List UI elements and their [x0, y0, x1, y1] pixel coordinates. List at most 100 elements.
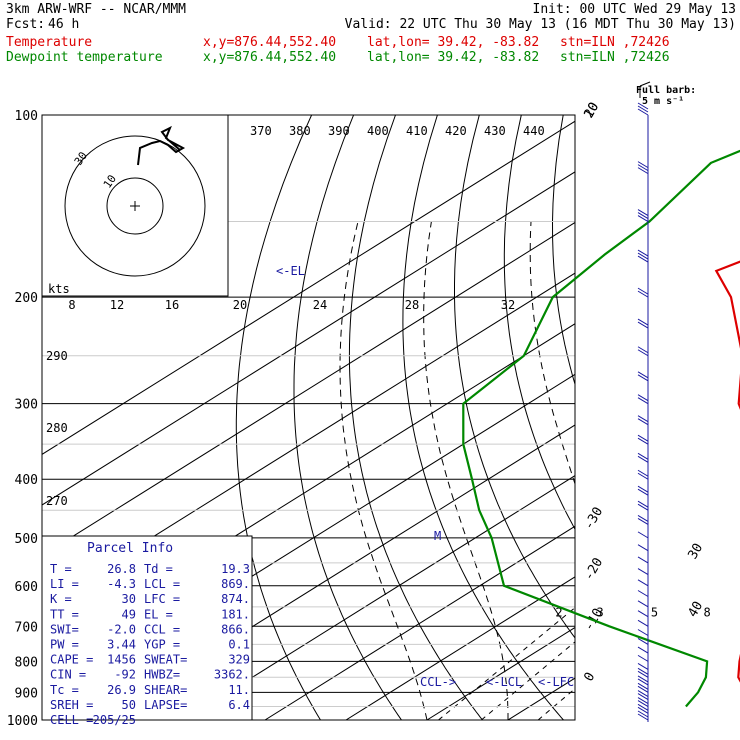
- wind-barb: [637, 252, 649, 260]
- hodograph-ring-inner: [106, 177, 164, 235]
- parcel-key: YGP =: [144, 638, 180, 652]
- wind-barb: [637, 434, 649, 442]
- temperature-station: stn=ILN ,72426: [560, 35, 670, 50]
- hodograph-trace: [137, 125, 186, 166]
- hodograph-ring-outer: [64, 135, 206, 277]
- wind-barb: [637, 318, 649, 326]
- isotherm-label: 0: [581, 670, 598, 684]
- wind-barb: [637, 610, 649, 618]
- lfc-marker: <-LFC: [538, 675, 574, 689]
- parcel-key: CAPE =: [50, 653, 93, 667]
- pressure-label: 700: [15, 620, 38, 635]
- parcel-value: 19.3: [221, 562, 250, 576]
- model-title: 3km ARW-WRF -- NCAR/MMM: [6, 2, 187, 17]
- init-time: Init: 00 UTC Wed 29 May 13: [532, 2, 737, 17]
- wind-barb: [637, 161, 649, 169]
- wind-barb: [637, 321, 649, 329]
- wind-barb: [637, 255, 649, 263]
- parcel-value: 6.4: [228, 698, 250, 712]
- wind-barb: [637, 167, 649, 175]
- wind-barb: [637, 663, 649, 670]
- isotherm-label: -30: [581, 505, 606, 533]
- wind-barb: [637, 469, 649, 477]
- parcel-key: SWEAT=: [144, 653, 187, 667]
- parcel-key: SHEAR=: [144, 683, 187, 697]
- temperature-legend: Temperature: [6, 35, 93, 50]
- pressure-label: 100: [15, 109, 38, 124]
- m-marker: M: [434, 529, 441, 543]
- wind-barb: [637, 212, 649, 219]
- mixing-ratio-label: 5: [651, 606, 658, 620]
- wind-barb: [637, 472, 649, 480]
- valid-time: Valid: 22 UTC Thu 30 May 13 (16 MDT Thu …: [344, 17, 736, 32]
- pressure-label: 400: [15, 473, 38, 488]
- wind-barb: [637, 394, 649, 402]
- parcel-value: 329: [228, 653, 250, 667]
- parcel-value: 869.: [221, 577, 250, 591]
- wind-barb: [637, 346, 649, 354]
- moist-adiabat-line: [423, 221, 509, 720]
- wind-barb: [637, 164, 649, 172]
- isotherm-line: [42, 171, 575, 506]
- parcel-key: CELL =: [50, 713, 93, 727]
- lcl-marker: <-LCL: [486, 675, 522, 689]
- parcel-value: 26.8: [107, 562, 136, 576]
- dry-adiabat-line: [402, 115, 564, 720]
- dry-adiabat-line: [731, 115, 740, 720]
- isotherm-label: 20: [581, 100, 602, 121]
- parcel-key: Td =: [144, 562, 173, 576]
- wind-barb: [637, 437, 649, 445]
- dewpoint-xy: x,y=876.44,552.40: [203, 50, 337, 65]
- parcel-key: HWBZ=: [144, 668, 180, 682]
- wind-barb: [637, 682, 649, 690]
- mixing-ratio-line: [593, 586, 740, 720]
- isotherm-label: 40: [685, 599, 706, 620]
- isotherm-line: [670, 115, 740, 720]
- wind-barb: [637, 287, 649, 295]
- wind-barb: [637, 690, 649, 697]
- parcel-key: SWI=: [50, 622, 79, 636]
- wind-barb: [637, 488, 649, 496]
- parcel-key: PW =: [50, 638, 79, 652]
- parcel-value: 205/25: [93, 713, 136, 727]
- isotherm-label: -20: [581, 555, 606, 583]
- wind-barb: [637, 675, 649, 683]
- parcel-value: -4.3: [107, 577, 136, 591]
- dry-adiabat-line: [645, 115, 740, 720]
- ccl-marker: CCL->: [420, 675, 456, 689]
- theta-label: 430: [484, 124, 506, 138]
- parcel-key: K =: [50, 592, 72, 606]
- temperature-latlon: lat,lon= 39.42, -83.82: [367, 35, 540, 50]
- theta-side-label: 290: [46, 349, 68, 363]
- hodograph-ring-label: 30: [72, 149, 90, 167]
- wind-barb: [637, 637, 649, 645]
- wind-barb: [637, 397, 649, 405]
- isotherm-line: [426, 626, 575, 720]
- wind-barb: [637, 544, 649, 552]
- theta-label: 390: [328, 124, 350, 138]
- dewpoint-station: stn=ILN ,72426: [560, 50, 670, 65]
- wind-barb: [637, 697, 649, 704]
- wind-barb: [637, 105, 649, 113]
- wind-barb: [637, 452, 649, 460]
- isotherm-line: [345, 576, 575, 720]
- mixing-ratio-label: 3: [597, 606, 604, 620]
- moist-adiabat-line: [670, 222, 735, 721]
- parcel-value: 50: [122, 698, 136, 712]
- parcel-value: 181.: [221, 607, 250, 621]
- barb-legend-title: Full barb:: [636, 85, 696, 96]
- forecast-hours: 46 h: [48, 17, 80, 32]
- dewpoint-latlon: lat,lon= 39.42, -83.82: [367, 50, 540, 65]
- wind-barb: [637, 514, 649, 522]
- wind-barb: [637, 579, 649, 587]
- parcel-value: 30: [122, 592, 136, 606]
- wind-barb: [637, 678, 649, 686]
- isotherm-line: [42, 272, 575, 607]
- wind-barb: [637, 249, 649, 257]
- wind-barb: [637, 455, 649, 463]
- parcel-value: 866.: [221, 622, 250, 636]
- wind-barb: [637, 531, 649, 539]
- isotherm-line: [102, 424, 575, 720]
- wind-barb: [637, 713, 649, 721]
